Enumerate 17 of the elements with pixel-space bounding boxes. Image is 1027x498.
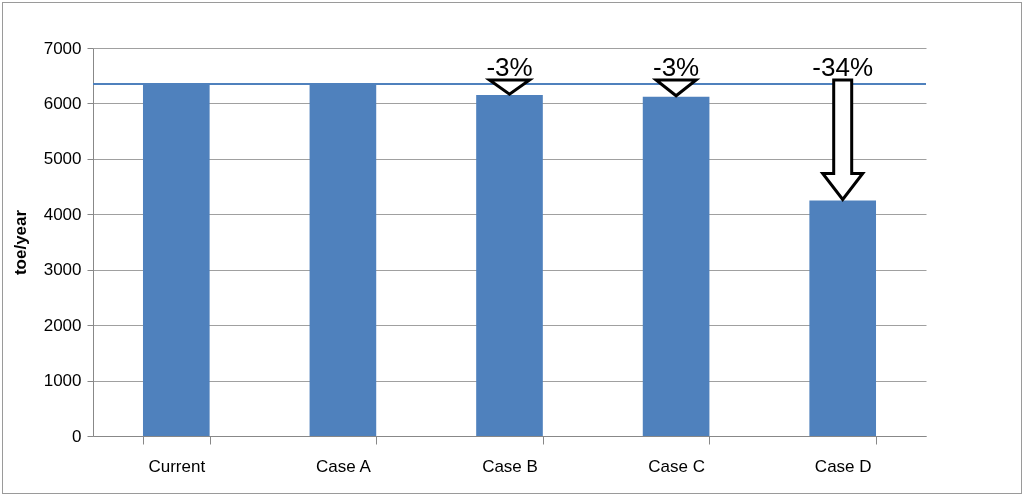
y-tick-label: 0 <box>72 426 82 446</box>
y-tick-label: 3000 <box>43 260 82 280</box>
annotation: -3% <box>486 52 533 83</box>
y-tick-label: 6000 <box>43 93 82 113</box>
y-tick-label: 7000 <box>43 38 82 58</box>
annotation: -3% <box>652 52 700 83</box>
y-tick-label: 4000 <box>43 204 82 224</box>
y-tick-label: 5000 <box>43 149 82 169</box>
x-tick-label: Case D <box>814 456 872 476</box>
y-tick-label: 2000 <box>43 315 82 335</box>
x-tick-label: Case C <box>648 456 705 476</box>
y-tick-label: 1000 <box>43 371 82 391</box>
x-tick-label: Current <box>148 456 206 476</box>
x-tick-label: Case B <box>482 456 538 476</box>
x-tick-label: Case A <box>315 456 372 476</box>
annotation: -34% <box>812 52 874 83</box>
y-axis-title: toe/year <box>10 209 30 276</box>
